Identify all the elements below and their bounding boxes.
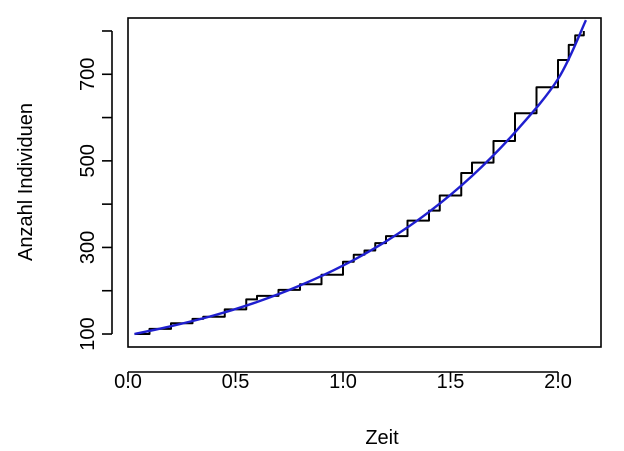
y-tick-label: 500 <box>77 144 99 177</box>
x-tick-label: 1.0 <box>329 371 357 393</box>
x-tick-label: 0.5 <box>222 371 250 393</box>
y-axis: 100 300 500 700 <box>77 30 113 351</box>
y-tick-label: 300 <box>77 231 99 264</box>
x-tick-label: 1.5 <box>437 371 465 393</box>
y-axis-title: Anzahl Individuen <box>15 103 37 261</box>
series-layer <box>134 19 588 336</box>
x-tick-label: 0.0 <box>114 371 142 393</box>
plot-frame <box>127 17 602 348</box>
y-tick-label: 700 <box>77 58 99 91</box>
y-tick-label: 100 <box>77 317 99 350</box>
x-axis: 0.0 0.5 1.0 1.5 2.0 <box>114 371 572 393</box>
x-axis-title: Zeit <box>365 427 399 449</box>
observed-series-line <box>134 30 585 336</box>
model-curve-line <box>134 19 588 336</box>
x-tick-label: 2.0 <box>544 371 572 393</box>
